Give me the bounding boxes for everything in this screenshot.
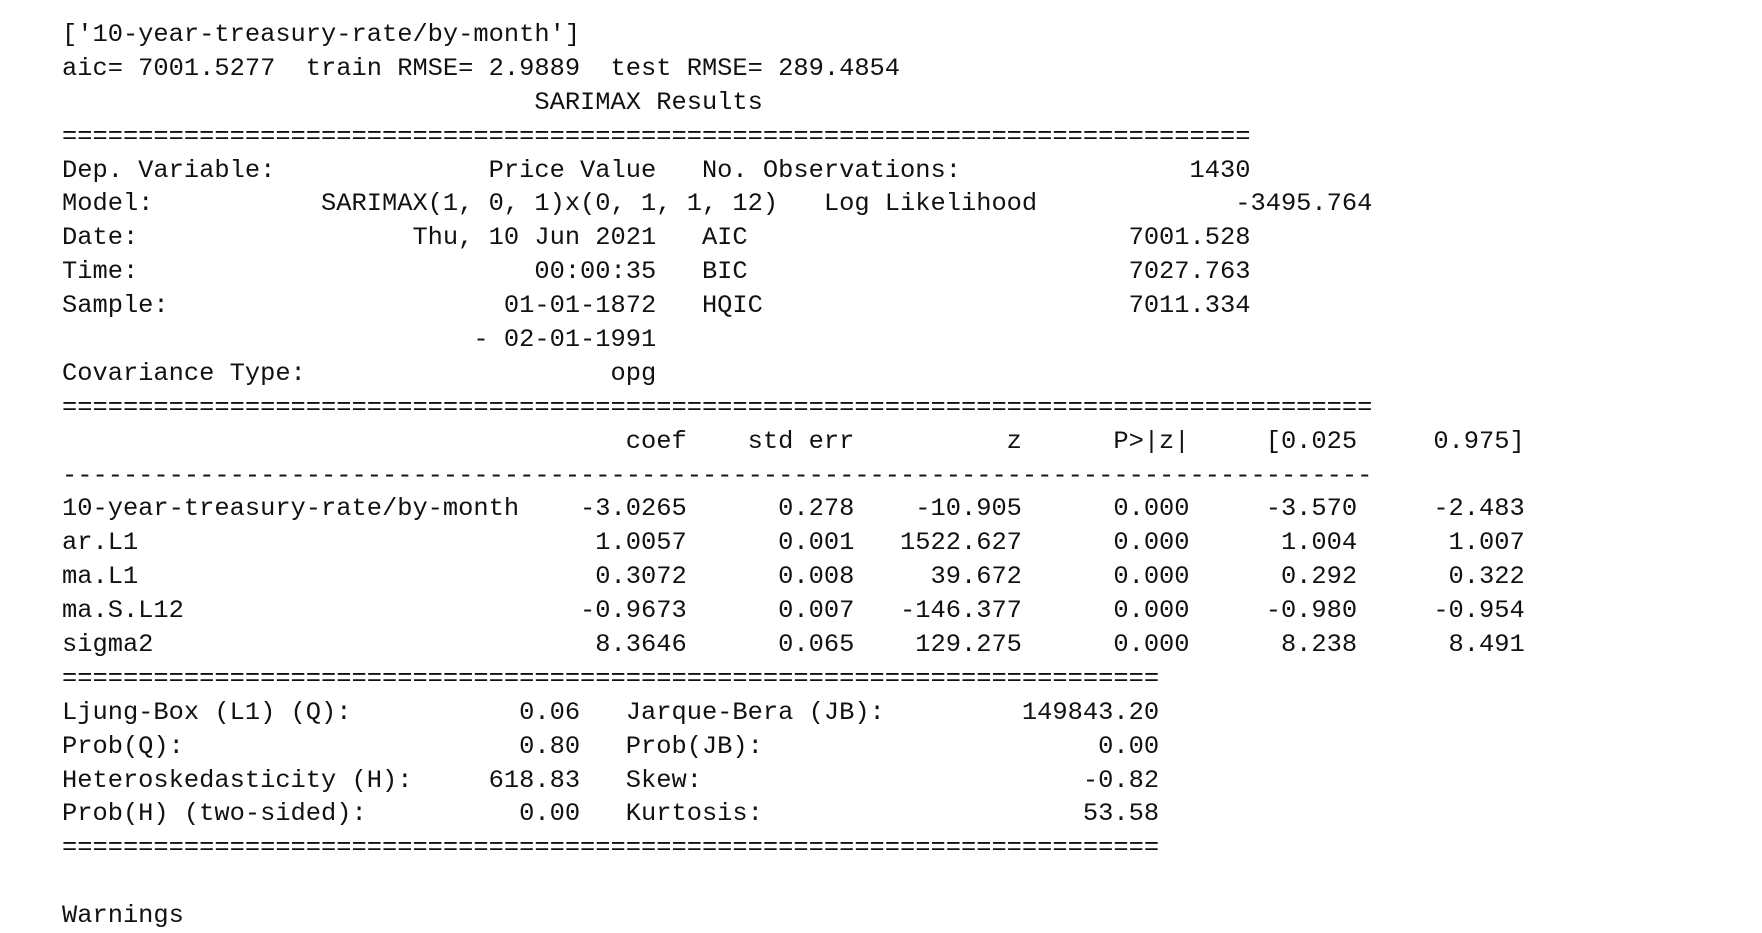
top-table-row: Time: 00:00:35 BIC 7027.763	[62, 257, 1251, 287]
diagnostics-row: Heteroskedasticity (H): 618.83 Skew: -0.…	[62, 765, 1160, 795]
separator-line: ========================================…	[62, 833, 1160, 863]
top-table-row: Date: Thu, 10 Jun 2021 AIC 7001.528	[62, 223, 1251, 253]
top-table-row: Model: SARIMAX(1, 0, 1)x(0, 1, 1, 12) Lo…	[62, 189, 1373, 219]
separator-line: ========================================…	[62, 121, 1251, 151]
top-table-row: Dep. Variable: Price Value No. Observati…	[62, 155, 1251, 185]
results-title: SARIMAX Results	[62, 87, 763, 117]
top-table-row: Covariance Type: opg	[62, 358, 657, 388]
coef-table-row: sigma2 8.3646 0.065 129.275 0.000 8.238 …	[62, 630, 1525, 660]
separator-line: ----------------------------------------…	[62, 460, 1373, 490]
header-line: ['10-year-treasury-rate/by-month']	[62, 20, 581, 49]
blank-line	[62, 865, 1525, 899]
diagnostics-row: Ljung-Box (L1) (Q): 0.06 Jarque-Bera (JB…	[62, 697, 1160, 727]
coef-table-row: 10-year-treasury-rate/by-month -3.0265 0…	[62, 494, 1525, 524]
coef-table-header: coef std err z P>|z| [0.025 0.975]	[62, 426, 1525, 456]
coef-table-row: ma.L1 0.3072 0.008 39.672 0.000 0.292 0.…	[62, 562, 1525, 592]
separator-line: ========================================…	[62, 392, 1373, 422]
separator-line: ========================================…	[62, 663, 1160, 693]
sarimax-output: ['10-year-treasury-rate/by-month'] aic= 7…	[62, 18, 1525, 933]
coef-table-row: ma.S.L12 -0.9673 0.007 -146.377 0.000 -0…	[62, 596, 1525, 626]
warnings-heading: Warnings	[62, 901, 184, 931]
diagnostics-row: Prob(Q): 0.80 Prob(JB): 0.00	[62, 731, 1160, 761]
diagnostics-row: Prob(H) (two-sided): 0.00 Kurtosis: 53.5…	[62, 799, 1160, 829]
header-line: aic= 7001.5277 train RMSE= 2.9889 test R…	[62, 53, 901, 83]
top-table-row: Sample: 01-01-1872 HQIC 7011.334	[62, 291, 1251, 321]
top-table-row: - 02-01-1991	[62, 325, 657, 355]
coef-table-row: ar.L1 1.0057 0.001 1522.627 0.000 1.004 …	[62, 528, 1525, 558]
